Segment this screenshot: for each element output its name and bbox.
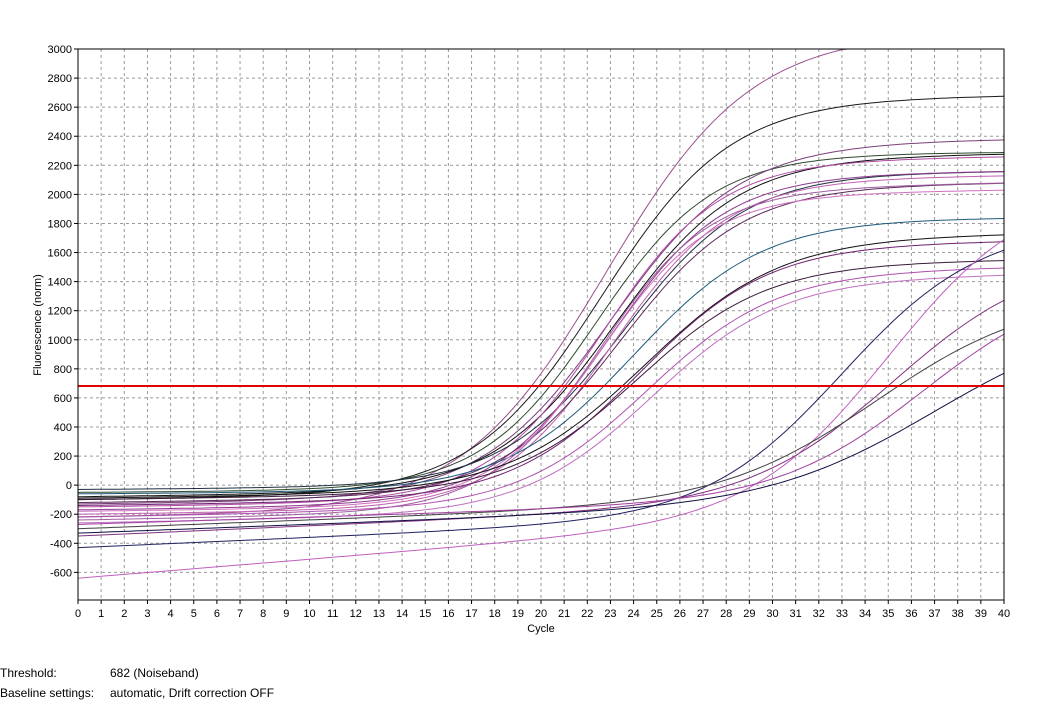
y-tick-label: 2400 <box>48 131 72 143</box>
threshold-value: 682 (Noiseband) <box>110 666 199 680</box>
y-tick-label: 400 <box>54 422 72 434</box>
x-tick-label: 29 <box>743 608 755 620</box>
series-line-14 <box>77 234 1005 499</box>
baseline-label: Baseline settings: <box>0 686 95 700</box>
x-tick-label: 37 <box>928 608 940 620</box>
x-tick-label: 3 <box>144 608 150 620</box>
x-tick-label: 23 <box>604 608 616 620</box>
x-tick-label: 6 <box>214 608 220 620</box>
y-tick-label: 800 <box>54 364 72 376</box>
series-line-15 <box>77 241 1005 506</box>
x-tick-label: 27 <box>697 608 709 620</box>
x-tick-label: 14 <box>396 608 408 620</box>
y-tick-label: 2000 <box>48 189 72 201</box>
series-line-12 <box>78 218 1005 495</box>
y-tick-label: -400 <box>50 538 72 550</box>
y-tick-label: 1800 <box>48 218 72 230</box>
series-line-2 <box>77 95 1005 501</box>
x-tick-label: 9 <box>283 608 289 620</box>
threshold-info: Threshold: 682 (Noiseband) <box>0 666 199 680</box>
x-tick-label: 11 <box>327 608 338 620</box>
series-line-7 <box>77 171 1005 490</box>
x-tick-label: 34 <box>859 608 871 620</box>
x-tick-label: 40 <box>998 608 1010 620</box>
x-tick-label: 10 <box>303 608 315 620</box>
x-axis-title: Cycle <box>527 623 555 635</box>
series-line-10 <box>77 182 1005 504</box>
x-tick-label: 12 <box>350 608 362 620</box>
x-tick-label: 1 <box>98 608 104 620</box>
y-tick-label: 1600 <box>48 248 72 260</box>
x-tick-label: 36 <box>905 608 917 620</box>
x-tick-label: 35 <box>882 608 894 620</box>
series-line-24 <box>77 372 1005 534</box>
x-tick-label: 31 <box>790 608 802 620</box>
y-tick-label: 200 <box>54 451 72 463</box>
grid-lines <box>78 48 1004 600</box>
series-line-8 <box>78 171 1005 511</box>
y-tick-label: 3000 <box>48 44 72 56</box>
y-tick-label: 600 <box>54 393 72 405</box>
series-line-4 <box>77 139 1005 505</box>
baseline-info: Baseline settings: automatic, Drift corre… <box>0 686 274 700</box>
x-tick-label: 38 <box>952 608 964 620</box>
x-tick-label: 25 <box>651 608 663 620</box>
series-line-6 <box>77 156 1005 508</box>
x-tick-label: 19 <box>512 608 524 620</box>
x-tick-label: 18 <box>489 608 501 620</box>
series-line-9 <box>77 175 1005 515</box>
series-line-23 <box>77 333 1005 525</box>
x-tick-label: 2 <box>121 608 127 620</box>
y-axis-ticks: -600 -400 -200 0 200 400 600 800 1000 1200 1400 160… <box>48 44 78 579</box>
x-tick-label: 16 <box>442 608 454 620</box>
series-layer <box>77 48 1005 579</box>
series-line-20 <box>77 239 1005 579</box>
y-tick-label: 1200 <box>48 306 72 318</box>
x-tick-label: 7 <box>237 608 243 620</box>
x-tick-label: 8 <box>260 608 266 620</box>
series-line-17 <box>77 267 1005 518</box>
x-tick-label: 22 <box>581 608 593 620</box>
x-tick-label: 33 <box>836 608 848 620</box>
series-line-19 <box>77 249 1005 549</box>
x-tick-label: 0 <box>75 608 81 620</box>
amplification-chart: -600-400-2000200400600800100012001400160… <box>32 44 1010 635</box>
x-tick-label: 28 <box>720 608 732 620</box>
x-tick-label: 4 <box>168 608 174 620</box>
x-tick-label: 39 <box>975 608 987 620</box>
x-tick-label: 32 <box>813 608 825 620</box>
y-tick-label: -200 <box>50 509 72 521</box>
y-tick-label: 1400 <box>48 277 72 289</box>
series-line-13 <box>77 189 1005 512</box>
y-tick-label: 1000 <box>48 335 72 347</box>
x-tick-label: 13 <box>373 608 385 620</box>
x-tick-label: 21 <box>558 608 570 620</box>
series-line-16 <box>78 260 1005 501</box>
y-tick-label: 0 <box>66 480 72 492</box>
x-tick-label: 20 <box>535 608 547 620</box>
y-tick-label: 2600 <box>48 102 72 114</box>
x-tick-label: 15 <box>419 608 431 620</box>
y-tick-label: 2800 <box>48 73 72 85</box>
x-tick-label: 5 <box>191 608 197 620</box>
threshold-label: Threshold: <box>0 666 57 680</box>
x-axis-ticks: 0 1 2 3 4 5 6 7 8 9 10 11 12 13 14 15 16 17 18 19 20 21 22 23 24… <box>75 600 1010 620</box>
y-axis-title: Fluorescence (norm) <box>32 274 44 375</box>
x-tick-label: 24 <box>627 608 639 620</box>
x-tick-label: 30 <box>766 608 778 620</box>
y-tick-label: -600 <box>50 567 72 579</box>
baseline-value: automatic, Drift correction OFF <box>110 686 275 700</box>
x-tick-label: 26 <box>674 608 686 620</box>
x-tick-label: 17 <box>465 608 477 620</box>
y-tick-label: 2200 <box>48 160 72 172</box>
series-line-3 <box>77 152 1005 493</box>
